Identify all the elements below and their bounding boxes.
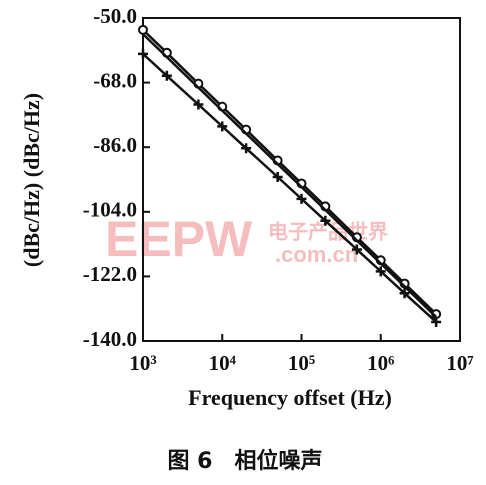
marker	[296, 193, 307, 204]
x-tick-label: 10⁵	[288, 351, 315, 375]
caption: 图 6 相位噪声	[168, 448, 323, 474]
y-tick-label: -50.0	[93, 4, 137, 28]
marker	[351, 244, 362, 255]
marker	[399, 288, 410, 299]
watermark: EEPW	[105, 211, 253, 267]
marker	[217, 121, 228, 132]
marker	[241, 143, 252, 154]
y-tick-label: -104.0	[83, 198, 137, 222]
x-tick-label: 10⁶	[367, 351, 394, 375]
series-line	[142, 52, 437, 323]
marker	[272, 171, 283, 182]
y-tick-label: -86.0	[93, 133, 137, 157]
x-tick-label: 10⁷	[446, 351, 473, 375]
marker	[193, 99, 204, 110]
marker	[138, 48, 148, 59]
marker	[431, 316, 442, 327]
marker	[161, 70, 172, 81]
y-tick-label: -122.0	[83, 262, 137, 286]
y-tick-label: -68.0	[93, 68, 137, 92]
x-axis-label: Frequency offset (Hz)	[188, 385, 392, 410]
y-tick-label: -140.0	[83, 327, 137, 351]
marker	[375, 266, 386, 277]
x-tick-label: 10³	[129, 351, 156, 375]
series-line	[142, 28, 438, 315]
y-axis-label: (dBc/Hz) (dBc/Hz)	[19, 93, 44, 267]
marker	[320, 215, 331, 226]
marker	[138, 24, 148, 35]
series-line	[142, 33, 438, 318]
watermark: .com.cn	[275, 242, 358, 267]
x-tick-label: 10⁴	[209, 351, 237, 375]
